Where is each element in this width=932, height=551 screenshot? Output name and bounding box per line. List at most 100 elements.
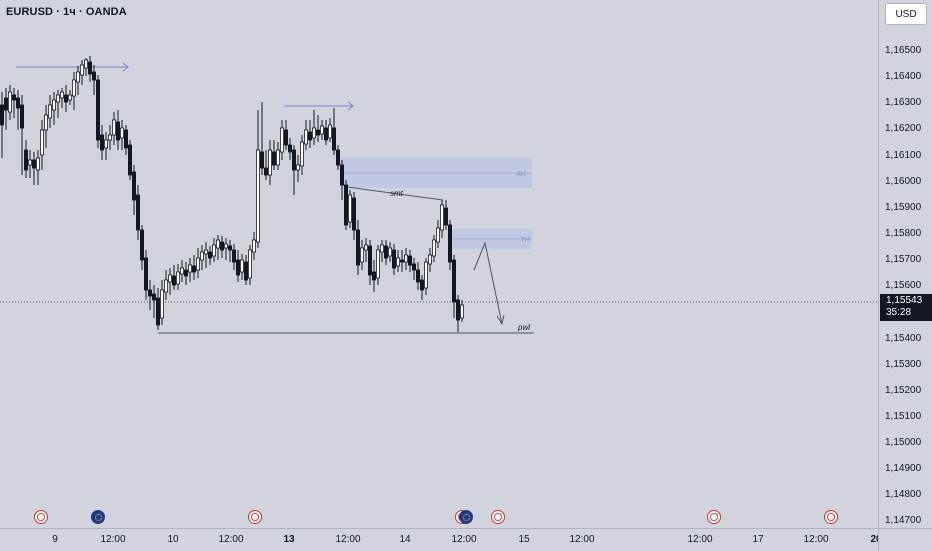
candle-body xyxy=(451,259,456,303)
candle-body xyxy=(32,159,37,169)
candle-body xyxy=(231,249,236,263)
candle-body xyxy=(411,263,416,271)
eu-event-icon[interactable] xyxy=(459,510,473,524)
candle-body xyxy=(56,94,61,103)
chart-area[interactable]: AH TH pwl smt EURUSD · 1ч · OANDA xyxy=(0,0,878,528)
us-event-icon[interactable] xyxy=(824,510,838,524)
candle-body xyxy=(131,171,136,201)
candle-body xyxy=(143,257,148,291)
candle-body xyxy=(403,254,408,263)
projection-arrow-head xyxy=(496,314,505,326)
time-tick: 17 xyxy=(752,534,764,545)
symbol-title[interactable]: EURUSD · 1ч · OANDA xyxy=(6,6,127,18)
candle-body xyxy=(423,261,428,289)
candle-body xyxy=(251,239,256,253)
time-tick: 9 xyxy=(52,534,58,545)
time-tick: 10 xyxy=(167,534,179,545)
candle-body xyxy=(227,245,232,251)
candle-body xyxy=(323,127,328,141)
candle-body xyxy=(40,129,45,156)
candle-body xyxy=(199,251,204,261)
price-tick: 1,16200 xyxy=(885,123,922,134)
price-tick: 1,16500 xyxy=(885,45,922,56)
candle-body xyxy=(116,121,121,141)
ah-label: AH xyxy=(516,171,526,178)
th-label: TH xyxy=(521,237,530,244)
us-event-icon[interactable] xyxy=(491,510,505,524)
time-tick: 12:00 xyxy=(451,534,477,545)
candle-body xyxy=(23,149,28,171)
candle-body xyxy=(459,304,464,319)
bar-countdown-label: 35:28 xyxy=(886,307,912,318)
candle-body xyxy=(19,104,24,129)
candle-body xyxy=(303,129,308,145)
candle-body xyxy=(331,127,336,151)
candle-body xyxy=(100,134,105,151)
candle-body xyxy=(223,243,228,249)
time-tick: 12:00 xyxy=(569,534,595,545)
candle-body xyxy=(195,257,200,271)
projection-path xyxy=(473,241,503,325)
candle-body xyxy=(124,129,129,149)
us-event-icon[interactable] xyxy=(248,510,262,524)
current-price-label: 1,15543 xyxy=(886,295,923,306)
currency-button[interactable]: USD xyxy=(885,3,927,25)
candle-body xyxy=(235,259,240,276)
candle-body xyxy=(443,207,448,226)
candle-body xyxy=(271,151,276,166)
time-tick: 12:00 xyxy=(218,534,244,545)
candle-body xyxy=(255,149,260,243)
us-event-icon[interactable] xyxy=(34,510,48,524)
candle-body xyxy=(455,299,460,321)
candle-body xyxy=(171,275,176,286)
candle-body xyxy=(383,245,388,259)
axis-corner xyxy=(878,528,932,551)
candle-body xyxy=(11,94,16,101)
candle-body xyxy=(335,149,340,166)
candlestick-chart[interactable]: AH TH pwl smt xyxy=(0,0,878,528)
candle-body xyxy=(60,91,65,99)
candle-body xyxy=(44,114,49,131)
price-tick: 1,14900 xyxy=(885,463,922,474)
candle-body xyxy=(435,227,440,243)
price-tick: 1,14800 xyxy=(885,489,922,500)
eu-event-icon[interactable] xyxy=(91,510,105,524)
candle-body xyxy=(319,125,324,135)
candle-body xyxy=(283,129,288,146)
candle-body xyxy=(104,139,109,149)
candle-body xyxy=(147,289,152,297)
candle-body xyxy=(299,141,304,167)
candle-body xyxy=(72,79,77,97)
price-axis[interactable]: USD 1,16500 1,16400 1,16300 1,16200 1,16100 1… xyxy=(878,0,932,528)
candle-body xyxy=(159,289,164,319)
candle-body xyxy=(167,274,172,283)
candle-body xyxy=(363,244,368,251)
candle-body xyxy=(291,149,296,171)
time-tick: 12:00 xyxy=(687,534,713,545)
candle-body xyxy=(135,194,140,231)
candle-body xyxy=(327,124,332,139)
candle-body xyxy=(343,184,348,226)
candle-body xyxy=(407,255,412,266)
candle-body xyxy=(239,259,244,273)
candle-body xyxy=(287,144,292,153)
high-arrow-1-head xyxy=(122,62,129,72)
candle-body xyxy=(375,249,380,279)
candle-body xyxy=(127,144,132,176)
candle-body xyxy=(447,224,452,263)
candle-body xyxy=(183,269,188,277)
time-tick: 15 xyxy=(518,534,530,545)
candle-body xyxy=(92,71,97,81)
candle-body xyxy=(68,94,73,101)
high-arrow-2-head xyxy=(347,101,354,111)
candle-body xyxy=(351,197,356,231)
candle-body xyxy=(84,59,89,69)
candle-body xyxy=(215,239,220,249)
price-tick: 1,15700 xyxy=(885,254,922,265)
price-tick: 1,15800 xyxy=(885,228,922,239)
time-axis[interactable]: 9 12:00 10 12:00 13 12:00 14 12:00 15 12:00 12:00 1… xyxy=(0,528,882,551)
candle-body xyxy=(267,149,272,176)
candle-body xyxy=(139,229,144,261)
candle-body xyxy=(80,64,85,76)
us-event-icon[interactable] xyxy=(707,510,721,524)
